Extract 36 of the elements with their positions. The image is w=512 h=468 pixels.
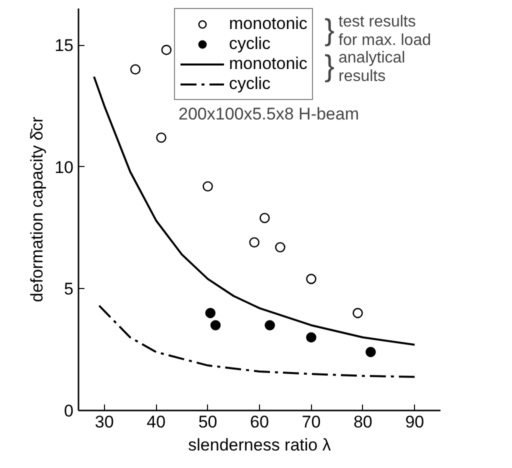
point bbox=[130, 64, 141, 75]
x-tick-label: 70 bbox=[302, 412, 321, 432]
annotation: } bbox=[324, 14, 335, 47]
legend-label: cyclic bbox=[229, 34, 271, 54]
x-tick-label: 40 bbox=[146, 412, 166, 432]
line-series bbox=[98, 304, 416, 378]
legend-label: monotonic bbox=[229, 14, 308, 34]
point bbox=[264, 320, 275, 330]
x-tick-label: 50 bbox=[198, 412, 218, 432]
point bbox=[202, 181, 213, 192]
point bbox=[156, 132, 166, 143]
point bbox=[366, 346, 376, 358]
x-tick-label: 60 bbox=[250, 412, 269, 432]
x-tick-label: 80 bbox=[353, 412, 372, 432]
x-tick-label: 30 bbox=[94, 412, 114, 432]
y-tick-label: 5 bbox=[64, 280, 74, 299]
legend-label: monotonic bbox=[229, 54, 308, 74]
point bbox=[249, 237, 260, 248]
point bbox=[205, 308, 216, 318]
legend-label: cyclic bbox=[229, 74, 271, 94]
annotation: 200x100x5.5x8 H-beam bbox=[178, 104, 360, 124]
x-tick-label: 90 bbox=[405, 412, 424, 432]
annotation: } bbox=[324, 50, 335, 83]
point bbox=[161, 44, 172, 56]
y-tick-label: 15 bbox=[54, 36, 74, 56]
point bbox=[210, 320, 221, 330]
y-tick-label: 0 bbox=[64, 402, 74, 420]
point bbox=[352, 308, 363, 318]
point bbox=[260, 212, 270, 224]
annotation: analytical results bbox=[338, 50, 406, 86]
y-tick-label: 10 bbox=[54, 158, 74, 177]
point bbox=[275, 242, 286, 252]
point bbox=[306, 332, 316, 343]
x-axis-title: slenderness ratio λ bbox=[188, 436, 332, 454]
y-axis-title: deformation capacity δ̄cr bbox=[28, 116, 47, 302]
point bbox=[306, 274, 316, 284]
